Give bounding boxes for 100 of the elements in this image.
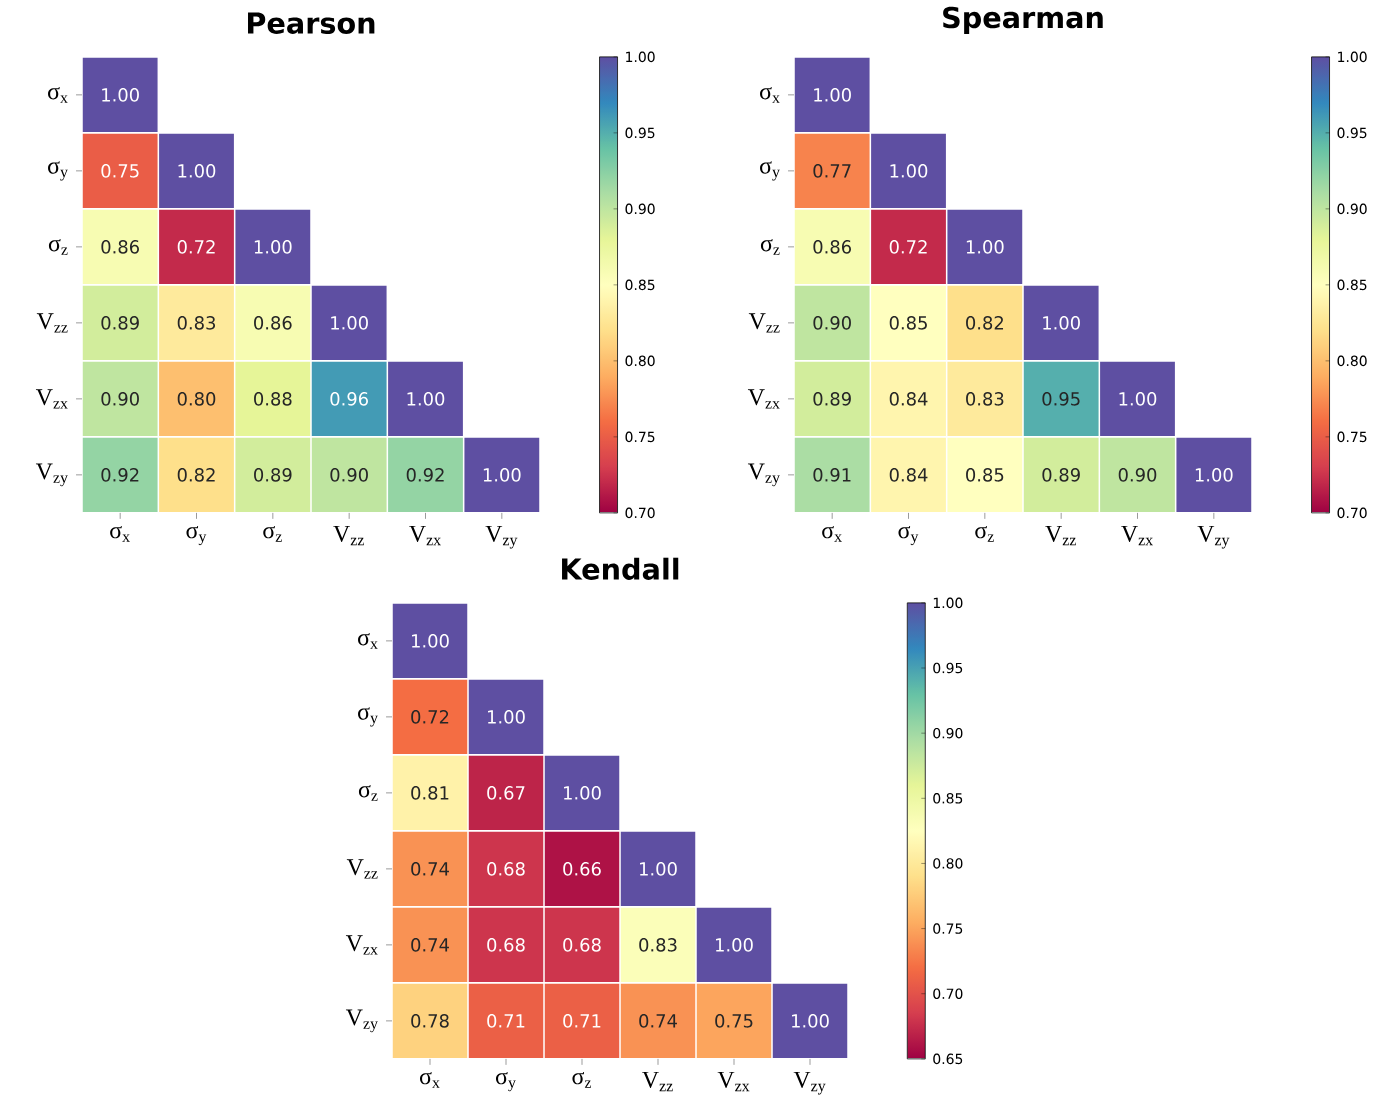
x-tick-label: σ$_{y}$ [186, 526, 207, 546]
y-tick-label: σ$_{x}$ [48, 87, 68, 104]
data-label: 0.84 [889, 392, 928, 407]
chart-title: Spearman [943, 7, 1103, 35]
x-tick-label: σ$_{z}$ [975, 526, 994, 543]
y-tick-label: σ$_{z}$ [48, 239, 68, 256]
x-tick-label: σ$_{z}$ [572, 1072, 592, 1089]
x-tick-label: V$_{zx}$ [717, 1072, 750, 1092]
data-label: 1.00 [483, 468, 521, 483]
data-label: 0.71 [563, 1014, 601, 1029]
data-label: 0.72 [889, 240, 927, 255]
y-tick-label: σ$_{x}$ [358, 633, 378, 650]
data-label: 0.68 [487, 862, 525, 877]
data-label: 0.84 [889, 468, 928, 483]
data-label: 0.85 [966, 468, 1004, 483]
data-label: 0.80 [177, 392, 216, 407]
data-label: 1.00 [488, 710, 525, 725]
x-tick-label: σ$_{y}$ [898, 526, 919, 546]
y-tick-label: V$_{zx}$ [345, 935, 378, 955]
data-label: 0.83 [639, 938, 677, 953]
y-tick-label: V$_{zx}$ [747, 389, 780, 409]
data-label: 0.75 [101, 164, 139, 179]
data-label: 0.74 [411, 938, 449, 953]
x-tick-label: V$_{zy}$ [1197, 526, 1230, 549]
data-label: 1.00 [1043, 316, 1080, 331]
data-label: 1.00 [814, 88, 851, 103]
y-tick-label: V$_{zz}$ [36, 313, 68, 333]
data-label: 1.00 [564, 786, 601, 801]
data-label: 0.77 [813, 164, 851, 179]
data-label: 0.89 [1042, 468, 1080, 483]
data-label: 1.00 [966, 240, 1004, 255]
data-label: 0.92 [406, 468, 444, 483]
data-label: 0.67 [487, 786, 525, 801]
chart-title: Pearson [248, 12, 375, 35]
data-label: 1.00 [1195, 468, 1233, 483]
data-label: 0.95 [1042, 392, 1080, 407]
data-label: 1.00 [792, 1014, 829, 1029]
data-label: 0.91 [813, 468, 851, 483]
x-tick-label: V$_{zz}$ [1045, 526, 1076, 546]
x-tick-label: V$_{zx}$ [409, 526, 441, 546]
x-tick-label: V$_{zy}$ [793, 1072, 826, 1095]
data-label: 1.00 [412, 634, 449, 649]
data-label: 1.00 [890, 164, 928, 179]
x-tick-label: σ$_{x}$ [419, 1072, 440, 1089]
data-label: 0.96 [330, 392, 368, 407]
data-label: 0.68 [487, 938, 525, 953]
y-tick-label: V$_{zy}$ [345, 1009, 378, 1033]
x-tick-label: V$_{zy}$ [485, 526, 518, 549]
data-label: 0.72 [411, 710, 449, 725]
y-tick-label: σ$_{y}$ [358, 707, 378, 727]
data-label: 0.68 [563, 938, 601, 953]
data-label: 0.82 [177, 468, 215, 483]
y-tick-label: σ$_{z}$ [358, 785, 378, 802]
y-tick-label: σ$_{x}$ [760, 87, 780, 104]
x-tick-label: V$_{zz}$ [642, 1072, 673, 1092]
data-label: 0.90 [101, 392, 139, 407]
data-label: 0.74 [639, 1014, 677, 1029]
data-label: 0.66 [563, 862, 601, 877]
data-label: 0.90 [330, 468, 368, 483]
data-label: 0.86 [813, 240, 852, 255]
x-tick-label: σ$_{z}$ [263, 526, 282, 543]
x-tick-label: σ$_{x}$ [822, 526, 842, 543]
data-label: 1.00 [331, 316, 368, 331]
data-label: 0.78 [411, 1014, 449, 1029]
y-tick-label: σ$_{y}$ [760, 161, 780, 181]
y-tick-label: V$_{zx}$ [35, 389, 68, 409]
data-label: 1.00 [102, 88, 139, 103]
data-label: 0.72 [177, 240, 215, 255]
data-label: 0.82 [966, 316, 1004, 331]
x-tick-label: σ$_{y}$ [495, 1072, 516, 1092]
y-tick-label: V$_{zz}$ [748, 313, 780, 333]
data-label: 0.81 [411, 786, 449, 801]
data-label: 1.00 [254, 240, 292, 255]
data-label: 0.85 [889, 316, 927, 331]
data-label: 0.92 [101, 468, 139, 483]
data-label: 0.71 [487, 1014, 525, 1029]
data-label: 1.00 [1119, 392, 1157, 407]
y-tick-label: V$_{zy}$ [35, 463, 68, 487]
data-label: 1.00 [407, 392, 445, 407]
x-tick-label: σ$_{x}$ [110, 526, 130, 543]
data-label: 1.00 [178, 164, 216, 179]
y-tick-label: σ$_{y}$ [48, 161, 68, 181]
x-tick-label: V$_{zx}$ [1121, 526, 1153, 546]
data-label: 0.83 [966, 392, 1004, 407]
data-label: 1.00 [640, 862, 677, 877]
data-label: 1.00 [716, 938, 753, 953]
data-label: 0.86 [101, 240, 139, 255]
data-label: 0.83 [177, 316, 216, 331]
y-tick-label: V$_{zy}$ [747, 463, 780, 487]
y-tick-label: V$_{zz}$ [346, 859, 378, 879]
chart-title: Kendall [562, 558, 679, 581]
data-label: 0.89 [101, 316, 139, 331]
data-label: 0.89 [254, 468, 292, 483]
data-label: 0.74 [411, 862, 449, 877]
data-label: 0.86 [254, 316, 292, 331]
data-label: 0.89 [813, 392, 851, 407]
y-tick-label: σ$_{z}$ [760, 239, 780, 256]
data-label: 0.90 [813, 316, 851, 331]
data-label: 0.75 [715, 1014, 753, 1029]
data-label: 0.88 [254, 392, 292, 407]
